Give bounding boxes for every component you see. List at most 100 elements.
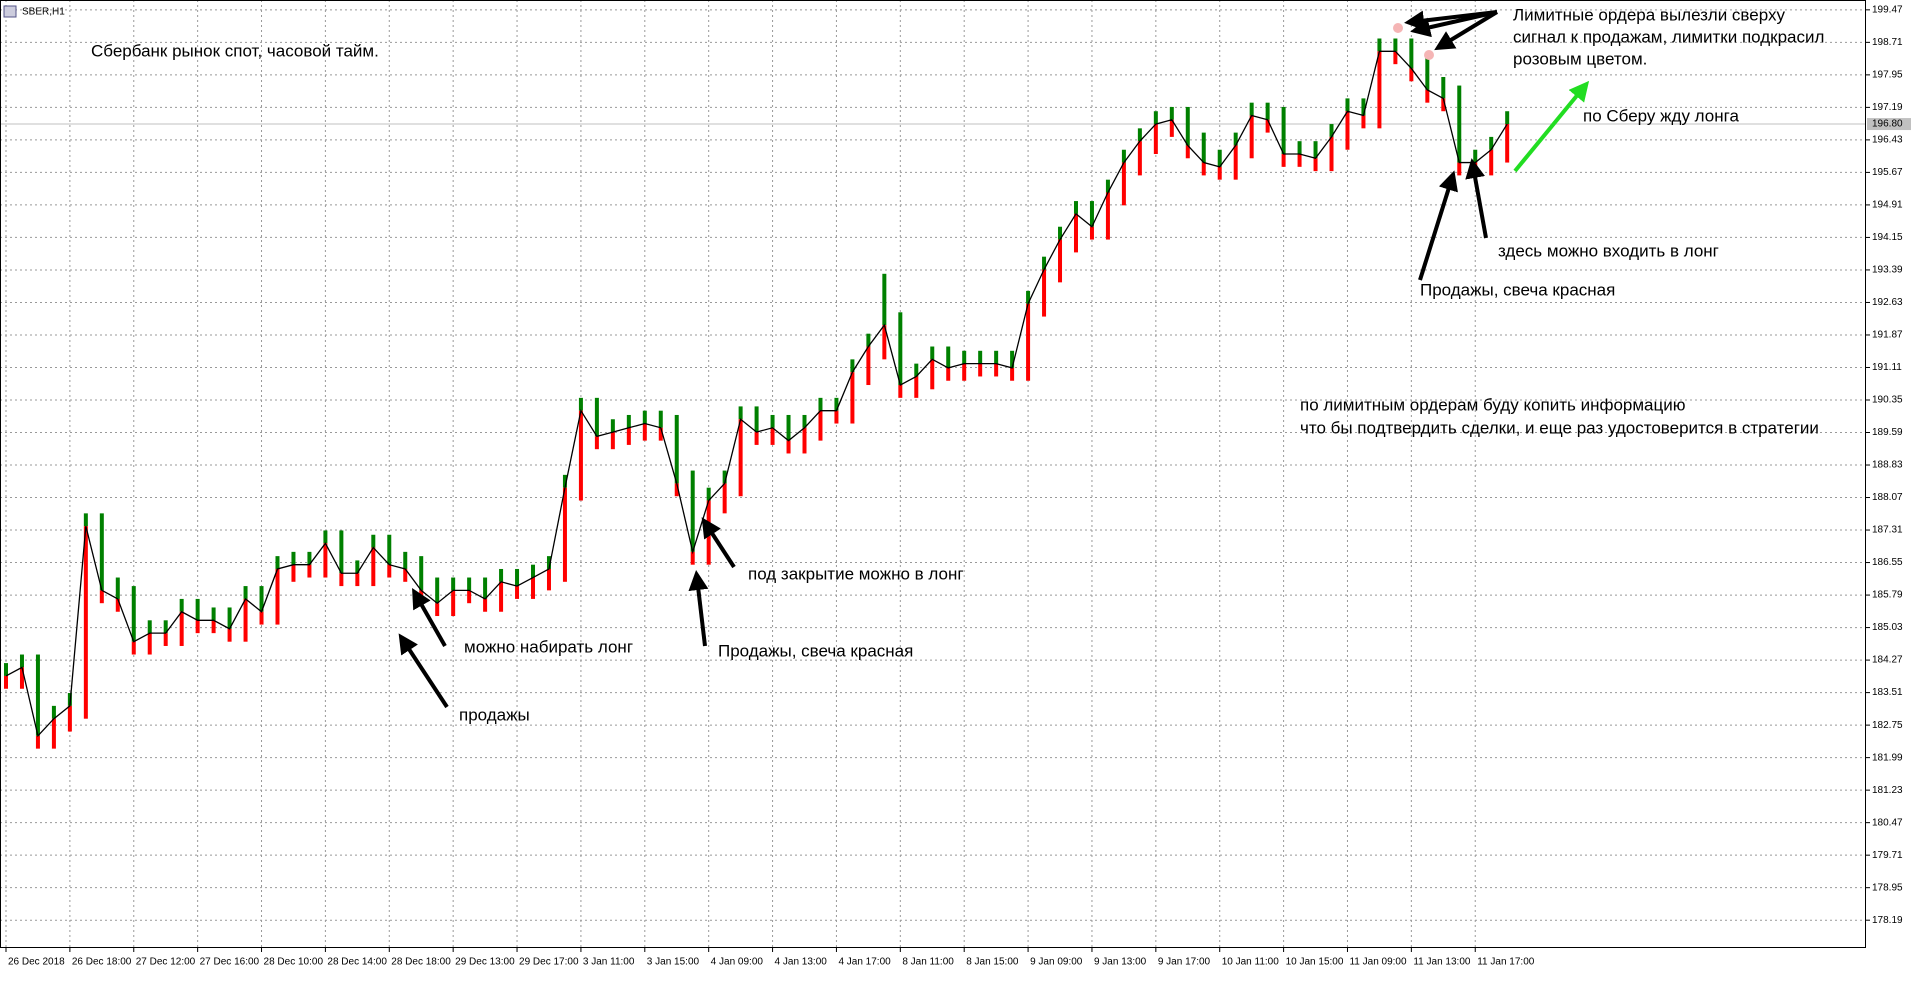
y-tick-label: 178.95 bbox=[1872, 882, 1903, 893]
bar-lower bbox=[67, 705, 72, 732]
bar-lower bbox=[594, 436, 599, 450]
bar-lower bbox=[1345, 111, 1350, 150]
y-tick-label: 178.19 bbox=[1872, 915, 1903, 926]
x-tick-label: 26 Dec 2018 bbox=[8, 957, 65, 968]
bar-upper bbox=[1393, 38, 1398, 52]
bar-upper bbox=[674, 414, 679, 484]
y-tick-label: 197.95 bbox=[1872, 70, 1903, 81]
bar-upper bbox=[339, 530, 344, 574]
annotation: по лимитным ордерам буду копить информац… bbox=[1300, 395, 1686, 414]
annotation: можно набирать лонг bbox=[464, 637, 633, 656]
bar-lower bbox=[387, 564, 392, 578]
bar-upper bbox=[1185, 106, 1190, 146]
bar-lower bbox=[1297, 154, 1302, 167]
bar-upper bbox=[227, 607, 232, 629]
bar-lower bbox=[978, 363, 983, 377]
bar-lower bbox=[626, 427, 631, 445]
bar-lower bbox=[882, 325, 887, 360]
bar-lower bbox=[451, 590, 456, 617]
bar-lower bbox=[339, 573, 344, 587]
y-tick-label: 190.35 bbox=[1872, 395, 1903, 406]
y-tick-label: 188.83 bbox=[1872, 460, 1903, 471]
bar-upper bbox=[435, 577, 440, 604]
bar-upper bbox=[994, 350, 999, 364]
x-tick-label: 10 Jan 11:00 bbox=[1222, 957, 1280, 968]
bar-lower bbox=[1105, 192, 1110, 240]
bar-lower bbox=[642, 423, 647, 441]
bar-upper bbox=[1345, 98, 1350, 112]
plot-frame bbox=[0, 0, 1866, 948]
bar-upper bbox=[1313, 141, 1318, 159]
bar-lower bbox=[754, 432, 759, 445]
bar-upper bbox=[562, 474, 567, 488]
y-tick-label: 194.91 bbox=[1872, 200, 1903, 211]
bar-upper bbox=[1089, 201, 1094, 227]
y-tick-label: 185.03 bbox=[1872, 622, 1903, 633]
y-tick-label: 186.55 bbox=[1872, 557, 1903, 568]
bar-upper bbox=[882, 273, 887, 326]
annotations: продажы можно набирать лонг Продажы, свеча… bbox=[459, 5, 1824, 724]
bar-lower bbox=[51, 718, 56, 749]
bar-upper bbox=[866, 333, 871, 347]
bar-upper bbox=[1329, 124, 1334, 137]
bar-upper bbox=[962, 350, 967, 364]
arrow bbox=[1410, 10, 1498, 38]
bar-upper bbox=[163, 620, 168, 634]
bar-upper bbox=[1441, 77, 1446, 99]
bar-lower bbox=[578, 410, 583, 501]
arrow bbox=[1434, 10, 1499, 51]
bar-upper bbox=[546, 556, 551, 569]
bar-lower bbox=[786, 440, 791, 454]
x-tick-label: 27 Dec 16:00 bbox=[200, 957, 260, 968]
arrow bbox=[1418, 170, 1458, 281]
bar-lower bbox=[1393, 51, 1398, 65]
bar-lower bbox=[1169, 119, 1174, 137]
bar-lower bbox=[1505, 124, 1510, 163]
bar-lower bbox=[1361, 115, 1366, 129]
bar-upper bbox=[131, 586, 136, 642]
bar-upper bbox=[1505, 111, 1510, 125]
bar-upper bbox=[1297, 141, 1302, 155]
x-tick-label: 9 Jan 13:00 bbox=[1094, 957, 1147, 968]
limit-order bbox=[1393, 23, 1403, 33]
bar-lower bbox=[930, 359, 935, 390]
bar-lower bbox=[1313, 158, 1318, 172]
y-tick-label: 199.47 bbox=[1872, 4, 1903, 15]
bar-lower bbox=[115, 598, 120, 612]
bar-upper bbox=[626, 414, 631, 428]
current-price-label: 196.80 bbox=[1872, 119, 1903, 130]
bar-lower bbox=[898, 385, 903, 398]
annotation: розовым цветом. bbox=[1513, 49, 1647, 68]
arrow bbox=[412, 588, 447, 647]
y-tick-label: 193.39 bbox=[1872, 265, 1903, 276]
bar-upper bbox=[451, 577, 456, 591]
bar-lower bbox=[802, 427, 807, 454]
bar-lower bbox=[403, 568, 408, 582]
bar-lower bbox=[35, 735, 40, 749]
bar-lower bbox=[834, 410, 839, 424]
bar-lower bbox=[4, 675, 8, 689]
x-tick-label: 29 Dec 17:00 bbox=[519, 957, 579, 968]
bar-lower bbox=[1217, 166, 1222, 180]
bar-lower bbox=[994, 363, 999, 377]
y-tick-label: 194.15 bbox=[1872, 232, 1903, 243]
bar-lower bbox=[1026, 303, 1031, 381]
arrow bbox=[398, 633, 449, 709]
annotation: Продажы, свеча красная bbox=[718, 641, 913, 660]
bar-lower bbox=[227, 628, 232, 642]
bar-upper bbox=[259, 586, 264, 612]
bar-upper bbox=[706, 487, 711, 501]
bar-upper bbox=[930, 346, 935, 360]
bar-upper bbox=[403, 551, 408, 569]
bar-lower bbox=[1089, 226, 1094, 240]
y-tick-label: 195.67 bbox=[1872, 167, 1903, 178]
x-tick-label: 9 Jan 17:00 bbox=[1158, 957, 1211, 968]
bar-upper bbox=[1058, 226, 1063, 240]
bar-upper bbox=[371, 534, 376, 548]
limit-order bbox=[1424, 50, 1434, 60]
bar-upper bbox=[850, 359, 855, 373]
bar-lower bbox=[515, 586, 520, 599]
bar-lower bbox=[435, 603, 440, 617]
